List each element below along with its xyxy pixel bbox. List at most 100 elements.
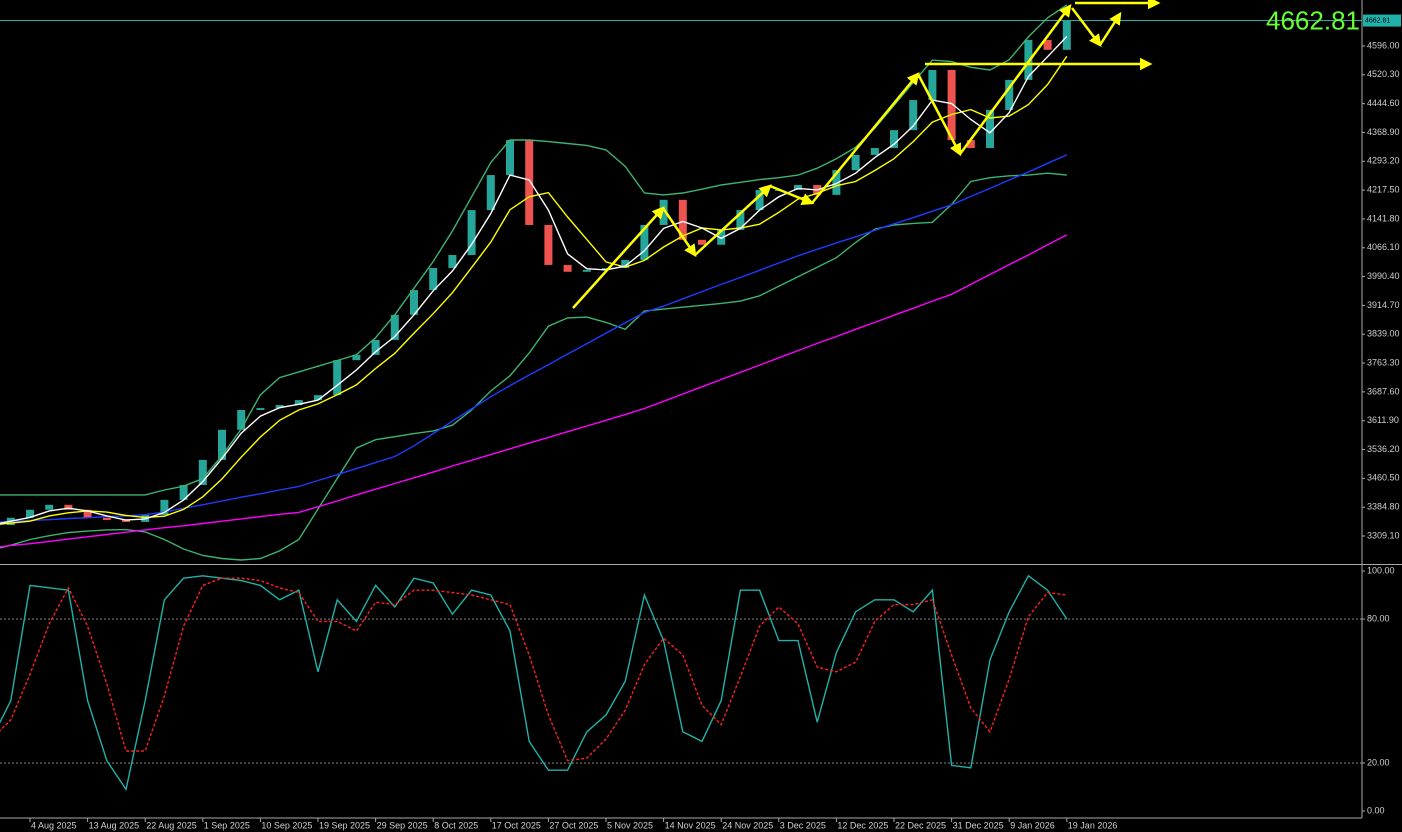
candle: [544, 224, 553, 265]
candle: [390, 314, 399, 340]
annotations: [572, 0, 1161, 309]
candle: [640, 224, 649, 260]
candle: [966, 140, 975, 149]
candle: [736, 210, 745, 230]
candle: [986, 109, 994, 149]
wave-arrow: [694, 184, 772, 256]
candle: [467, 210, 476, 256]
axes: 4596.00 4520.30 4444.60 4368.90 4293.20 4217.…: [29, 5, 1401, 830]
y-tick-label: 4066.10: [1367, 242, 1400, 252]
y-tick-label: 3384.80: [1367, 502, 1400, 512]
candle: [1043, 39, 1052, 50]
candle: [755, 189, 764, 211]
y-tick-label: 3839.00: [1367, 329, 1400, 339]
y-tick-label: 4293.20: [1367, 156, 1400, 166]
x-tick-label: 13 Aug 2025: [89, 820, 140, 830]
candle: [294, 400, 303, 406]
candle: [506, 140, 514, 176]
x-tick-label: 22 Aug 2025: [146, 820, 197, 830]
candle: [429, 267, 438, 291]
indicator-line: [0, 234, 1068, 548]
candle: [371, 339, 380, 355]
x-tick-label: 17 Oct 2025: [492, 820, 541, 830]
candle: [602, 267, 610, 270]
wave-arrow: [769, 184, 815, 206]
candle: [928, 69, 937, 101]
x-tick-label: 5 Nov 2025: [607, 820, 653, 830]
candle: [832, 170, 841, 195]
y-tick-label: 3687.60: [1367, 386, 1400, 396]
candle: [352, 354, 361, 361]
y-tick-label: 4217.50: [1367, 184, 1400, 194]
current-price: 4662.81: [1266, 5, 1360, 35]
candle: [486, 175, 495, 211]
candle: [237, 410, 246, 430]
candle: [410, 290, 418, 315]
candle: [45, 504, 54, 510]
candle: [26, 509, 34, 518]
candle: [102, 517, 111, 521]
y-tick-label: 0.00: [1367, 805, 1385, 815]
indicator-line: [0, 55, 1068, 525]
grid: [0, 20, 1362, 764]
x-tick-label: 29 Sep 2025: [377, 820, 428, 830]
price-tag-label: 4662.81: [1365, 17, 1390, 24]
candle: [198, 459, 207, 486]
x-tick-label: 1 Sep 2025: [204, 820, 250, 830]
indicator-line: [0, 154, 1068, 523]
y-tick-label: 3536.20: [1367, 444, 1400, 454]
indicator-line: [0, 36, 1068, 525]
indicator-line: [0, 577, 1067, 762]
y-tick-label: 3990.40: [1367, 271, 1400, 281]
indicator-line: [0, 4, 1068, 496]
candle: [160, 499, 169, 516]
x-tick-label: 10 Sep 2025: [261, 820, 312, 830]
wave-arrow: [958, 3, 1072, 155]
indicator-line: [0, 172, 1067, 561]
candle: [947, 69, 956, 141]
y-tick-label: 3309.10: [1367, 530, 1400, 540]
candle: [678, 199, 687, 240]
candle: [582, 269, 591, 272]
candle: [314, 395, 322, 401]
wave-arrow: [916, 73, 962, 157]
x-tick-label: 12 Dec 2025: [837, 820, 888, 830]
candle: [218, 429, 226, 460]
x-tick-label: 31 Dec 2025: [953, 820, 1004, 830]
candle: [1005, 79, 1014, 110]
y-tick-label: 4141.80: [1367, 213, 1400, 223]
candle: [870, 148, 879, 155]
candle: [83, 509, 92, 518]
wave-arrow: [1071, 7, 1102, 47]
wave-arrow: [572, 206, 665, 309]
y-tick-label: 4444.60: [1367, 98, 1400, 108]
y-tick-label: 4520.30: [1367, 69, 1400, 79]
candle: [717, 229, 726, 245]
candle: [621, 259, 630, 268]
y-tick-label: 80.00: [1367, 613, 1390, 623]
candle: [256, 408, 265, 411]
x-tick-label: 22 Dec 2025: [895, 820, 946, 830]
indicator-line: [0, 574, 1068, 792]
y-tick-label: 20.00: [1367, 757, 1390, 767]
x-tick-label: 9 Jan 2026: [1010, 820, 1055, 830]
candle: [909, 100, 918, 131]
candle: [333, 360, 342, 396]
x-tick-label: 8 Oct 2025: [434, 820, 478, 830]
y-tick-label: 100.00: [1367, 565, 1395, 575]
y-tick-label: 3611.90: [1367, 415, 1399, 425]
candle: [525, 140, 534, 225]
price-tag: [1363, 14, 1401, 27]
candle: [64, 504, 73, 510]
candle: [179, 485, 188, 500]
x-tick-label: 3 Dec 2025: [780, 820, 826, 830]
wave-arrow: [1098, 11, 1122, 46]
x-tick-label: 24 Nov 2025: [722, 820, 773, 830]
candle: [275, 405, 284, 409]
wave-arrow: [661, 207, 697, 258]
x-tick-label: 27 Oct 2025: [549, 820, 598, 830]
y-tick-label: 3914.70: [1367, 300, 1400, 310]
y-tick-label: 3763.30: [1367, 357, 1400, 367]
